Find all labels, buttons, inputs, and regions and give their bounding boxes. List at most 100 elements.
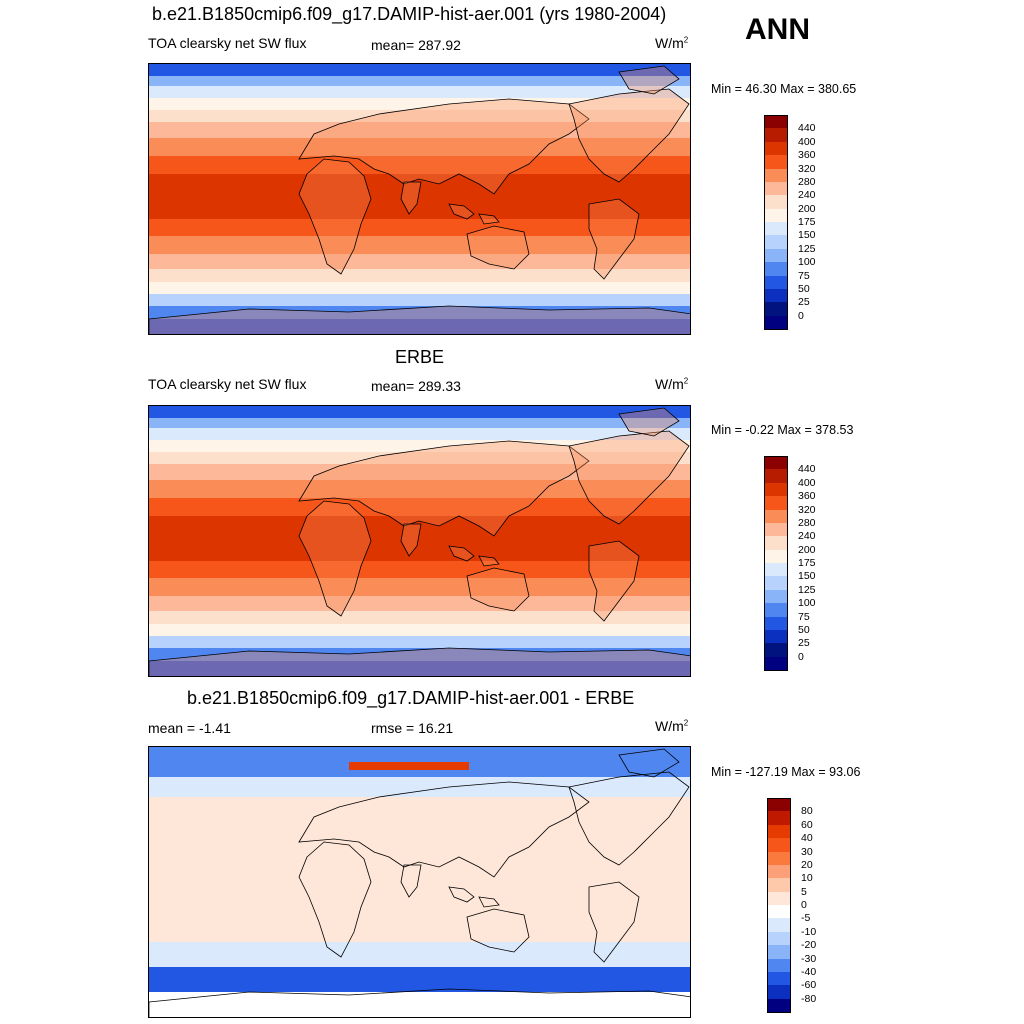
colorbar-swatch [767,931,791,946]
colorbar-swatch [764,315,788,330]
colorbar-swatch [767,958,791,973]
colorbar-swatch [767,824,791,839]
colorbar-swatch [764,248,788,263]
continent-outline [448,545,475,562]
colorbar-swatch [767,905,791,919]
continent-outline [588,881,640,963]
continent-outline [618,407,680,437]
colorbar-swatch [764,302,788,317]
colorbar-tick-label: 125 [798,583,816,596]
colorbar-tick-label: -80 [801,992,817,1005]
colorbar-swatch [764,288,788,303]
panel1-units: W/m2 [655,35,689,51]
zonal-band [149,294,690,307]
colorbar-tick-label: 440 [798,463,816,476]
zonal-band [149,464,690,481]
zonal-band [149,596,690,612]
zonal-band [149,418,690,429]
panel2-title: ERBE [395,347,445,367]
colorbar-tick-label: -20 [801,939,817,952]
colorbar-swatch [767,878,791,893]
colorbar-swatch [767,971,791,986]
arctic-positive-streak [349,762,469,770]
colorbar-swatch [764,235,788,250]
zonal-band [149,86,690,99]
colorbar-tick-label: 0 [798,309,804,322]
continent-outline [149,305,690,334]
colorbar-tick-label: 100 [798,597,816,610]
colorbar-tick-label: 50 [798,282,810,295]
zonal-band [149,98,690,111]
continent-outline [568,430,690,525]
colorbar-swatch [764,128,788,143]
continent-outline [298,440,590,537]
colorbar-tick-label: 5 [801,885,807,898]
continent-outline [400,181,422,215]
colorbar-swatch [764,262,788,276]
continent-outline [478,555,500,567]
panel1-map [148,63,691,335]
zonal-band [149,138,690,157]
colorbar-swatch [767,864,791,879]
zonal-band [149,480,690,499]
zonal-band [149,76,690,87]
colorbar-swatch [764,509,788,524]
panel3-map [148,746,691,1018]
season-label: ANN [745,13,810,46]
zonal-band [149,319,690,334]
colorbar-swatch [764,168,788,183]
colorbar-swatch [767,838,791,852]
zonal-band [149,636,690,649]
colorbar-tick-label: 400 [798,476,816,489]
zonal-band [149,269,690,283]
colorbar-swatch [764,616,788,631]
continent-outline [298,98,590,195]
continent-outline [400,523,422,557]
colorbar-tick-label: 10 [801,872,813,885]
panel3-units: W/m2 [655,718,689,734]
colorbar-swatch [764,275,788,290]
continent-outline [298,500,372,617]
colorbar-tick-label: 175 [798,557,816,569]
panel2-map [148,405,691,677]
continent-outline [478,213,500,225]
colorbar-tick-label: 60 [801,818,813,831]
colorbar-tick-label: 20 [801,858,813,871]
continent-outline [149,647,690,676]
panel1-mean-label: mean= 287.92 [371,37,461,53]
panel3-rmse-label: rmse = 16.21 [371,720,454,736]
zonal-band [149,406,690,419]
colorbar-swatch [767,811,791,826]
colorbar-swatch [764,549,788,564]
colorbar-tick-label: -5 [801,912,811,925]
colorbar-tick-label: 150 [798,229,816,242]
colorbar-swatch [767,798,791,812]
zonal-band [149,110,690,123]
continent-outline [568,88,690,183]
colorbar-swatch [767,851,791,866]
panel2-mean-label: mean= 289.33 [371,378,461,394]
continent-outline [400,864,422,898]
zonal-band [149,156,690,175]
colorbar-tick-label: 280 [798,516,816,529]
colorbar-tick-label: 175 [798,216,816,228]
colorbar-swatch [767,998,791,1013]
colorbar-swatch [764,222,788,236]
zonal-band [149,219,690,237]
colorbar-swatch [764,656,788,671]
colorbar-tick-label: -40 [801,965,817,978]
continent-outline [298,781,590,878]
colorbar-tick-label: 240 [798,530,816,543]
colorbar-tick-label: 25 [798,296,810,309]
continent-outline [478,896,500,908]
colorbar-tick-label: -30 [801,952,817,965]
zonal-band [149,561,690,579]
panel1-title: b.e21.B1850cmip6.f09_g17.DAMIP-hist-aer.… [152,4,667,24]
colorbar-tick-label: 150 [798,570,816,583]
colorbar-swatch [764,576,788,591]
colorbar-swatch [764,496,788,510]
colorbar-swatch [764,563,788,577]
colorbar-swatch [764,208,788,223]
panel2-variable-label: TOA clearsky net SW flux [148,376,307,392]
colorbar-tick-label: 40 [801,832,813,845]
